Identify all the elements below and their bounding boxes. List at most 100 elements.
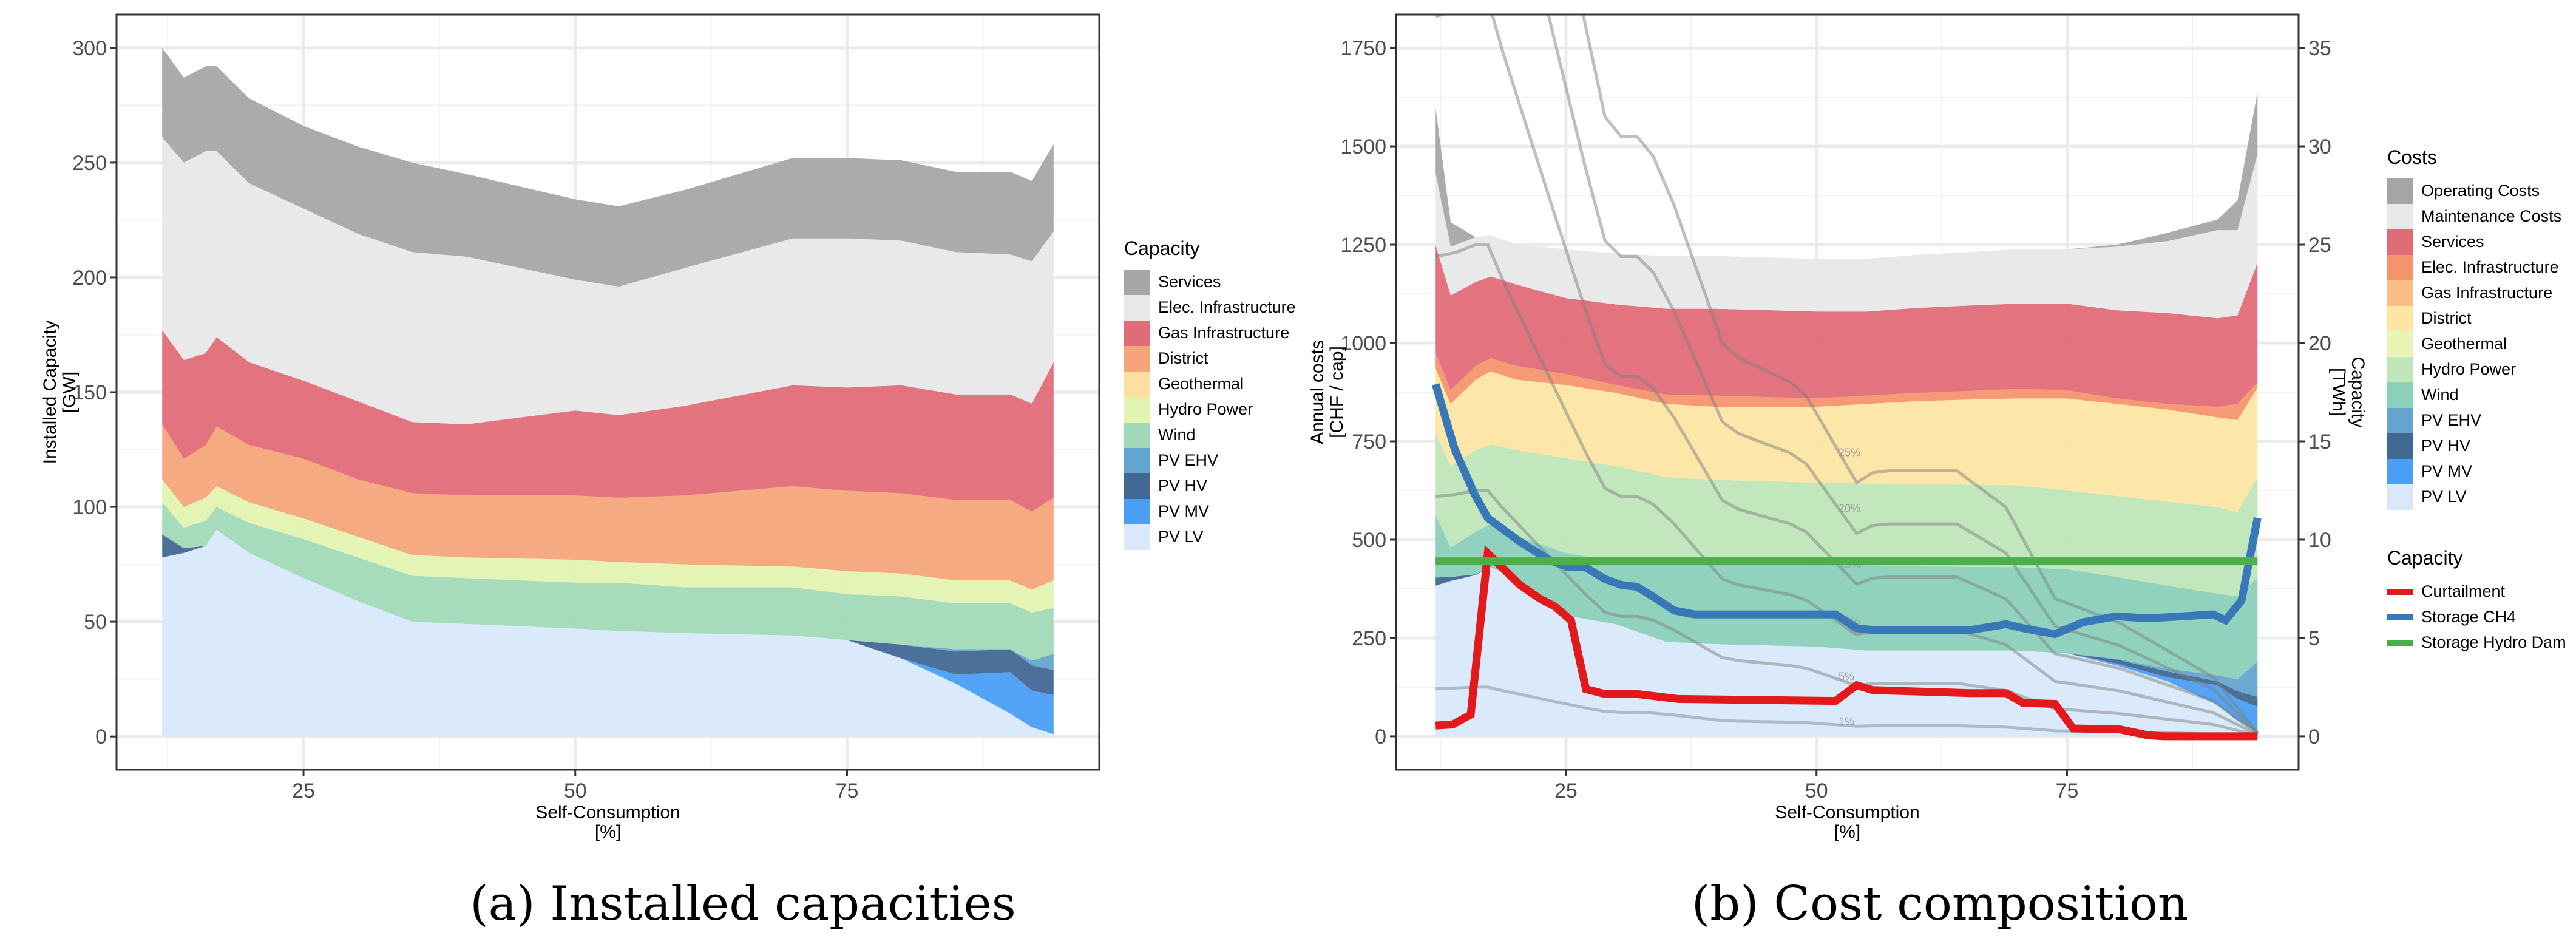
legend-key-pv-lv [1124,524,1150,550]
x-axis-title: Self-Consumption [1775,803,1919,823]
y2-axis-title: Capacity [2348,357,2368,428]
legend-label: Elec. Infrastructure [2421,258,2559,276]
legend-label: District [1158,349,1208,367]
caption-b: (b) Cost composition [1692,877,2188,931]
legend-label: Wind [1158,426,1196,444]
contour-label: 5% [1839,671,1854,683]
x-tick-label: 25 [1554,779,1578,803]
y2-tick-label: 30 [2308,135,2331,158]
y-axis-title: Annual costs [1307,340,1327,444]
legend-label: PV EHV [1158,451,1218,469]
area-services [1435,245,2258,407]
area-district [1435,368,2258,512]
legend-label: PV MV [1158,502,1209,520]
contour-line-10pct [1435,243,2259,736]
area-services [162,47,1054,287]
y-tick-label: 300 [72,37,107,60]
area-wind [1435,515,2258,679]
legend-key-wind [1124,423,1150,448]
x-axis-title: Self-Consumption [535,803,680,823]
legend-key-pv-hv [2387,433,2413,459]
legend-key-pv-lv [2387,484,2413,510]
legend-key-services [1124,270,1150,295]
y-tick-label: 250 [72,152,107,175]
x-tick-label: 25 [292,779,315,803]
y-tick-label: 100 [72,496,107,519]
x-axis-unit: [%] [1834,822,1860,842]
legend-key-elec-infrastructure [2387,255,2413,280]
legend-key-elec-infrastructure [1124,295,1150,321]
x-tick-label: 75 [2056,779,2079,803]
caption-a: (a) Installed capacities [470,877,1016,931]
legend-key-gas-infrastructure [2387,280,2413,306]
contour-line-1pct [1435,685,2258,738]
y-tick-label: 0 [1375,725,1386,748]
y2-tick-label: 15 [2308,430,2331,453]
legend-label: PV MV [2421,462,2472,480]
panel-border [1395,13,2300,771]
legend-label: Hydro Power [1158,400,1253,418]
legend-key-pv-mv [1124,499,1150,524]
legend-label: District [2421,309,2472,327]
legend-label: Maintenance Costs [2421,207,2561,225]
legend-key-operating-costs [2387,178,2413,204]
contour-line-20pct [1547,15,2259,735]
legend-key-pv-hv [1124,473,1150,499]
y-tick-label: 750 [1352,430,1386,453]
legend-key-district [1124,346,1150,372]
legend-label: PV HV [2421,436,2470,455]
y-axis-title: Installed Capacity [40,321,60,464]
y-axis-unit: [CHF / cap] [1327,346,1347,438]
y2-tick-label: 10 [2308,529,2331,552]
plot-marks [162,47,1054,737]
y-tick-label: 1750 [1340,37,1386,60]
x-tick-label: 50 [1805,779,1828,803]
legend-label: Hydro Power [2421,360,2516,378]
legend-key-services [2387,229,2413,255]
area-gas-infrastructure [162,330,1054,512]
area-pv-lv [162,529,1054,737]
x-axis-unit: [%] [595,822,621,842]
legend-label: Storage CH4 [2421,608,2516,626]
legend-label: Services [2421,233,2484,251]
y-tick-label: 500 [1352,529,1386,552]
area-wind [162,502,1054,661]
area-maintenance-costs [1435,154,2258,319]
legend-key-geothermal [2387,331,2413,357]
y-tick-label: 1500 [1340,135,1386,158]
legend-key-district [2387,306,2413,331]
y-tick-label: 150 [72,381,107,404]
x-tick-label: 50 [564,779,587,803]
area-elec-infrastructure [1435,352,2258,420]
y-tick-label: 0 [95,725,107,748]
y-tick-label: 1250 [1340,234,1386,257]
legend-label: Curtailment [2421,582,2506,600]
y-tick-label: 1000 [1340,332,1386,355]
legend-key-pv-mv [2387,459,2413,484]
y2-tick-label: 20 [2308,332,2331,355]
y-tick-label: 200 [72,266,107,290]
contour-label: 1% [1839,715,1854,727]
y2-tick-label: 5 [2308,627,2320,650]
area-hydro-power [162,479,1054,613]
legend-label: Elec. Infrastructure [1158,298,1296,316]
y-tick-label: 250 [1352,627,1386,650]
legend-key-pv-ehv [1124,448,1150,473]
legend-label: Services [1158,273,1221,291]
cost-composition-chart: 1%5%10%15%20%25%025050075010001250150017… [1307,13,2566,842]
plot-marks: 1%5%10%15%20%25% [1431,15,2262,741]
area-district [162,424,1054,590]
legend-label: PV HV [1158,477,1207,495]
legend-label: PV LV [1158,528,1204,546]
contour-line-25pct [1581,15,2259,733]
legend-key-pv-ehv [2387,408,2413,433]
y2-tick-label: 35 [2308,37,2331,60]
line-storage-ch4 [1431,383,2262,639]
legend-label: PV LV [2421,487,2467,506]
legend-label: Gas Infrastructure [2421,283,2552,302]
y-tick-label: 50 [84,611,107,634]
legend-key-hydro-power [1124,397,1150,423]
legend-key-wind [2387,382,2413,408]
legend-label: Geothermal [2421,334,2507,353]
